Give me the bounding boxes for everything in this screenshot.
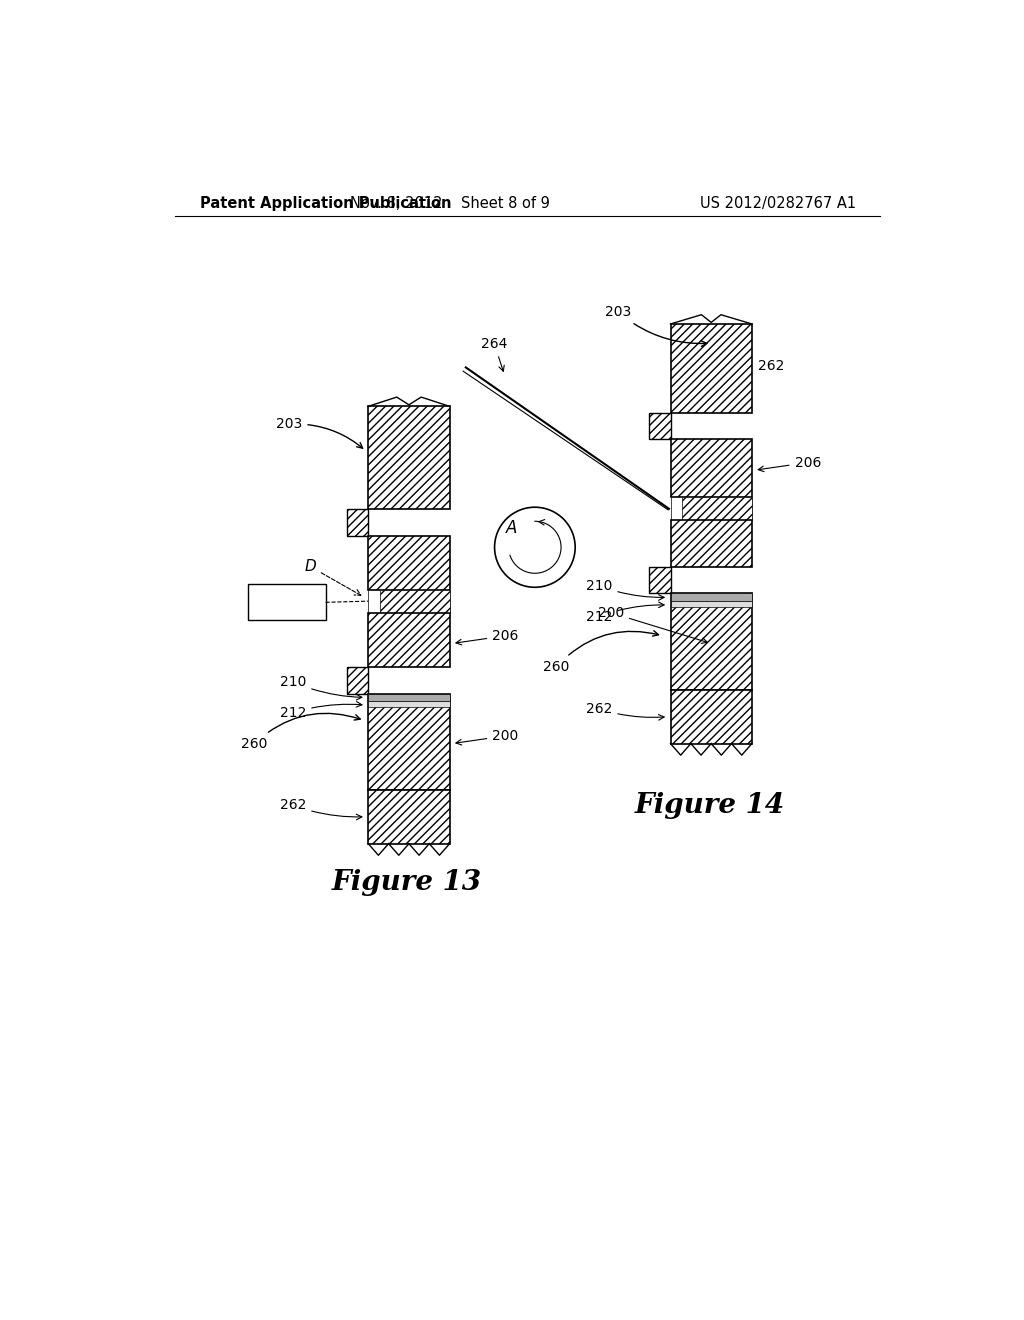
Text: 200: 200 — [598, 606, 708, 643]
Text: 203: 203 — [276, 417, 362, 449]
Text: 212: 212 — [586, 602, 665, 623]
Bar — [649, 566, 671, 594]
Bar — [369, 693, 450, 789]
Bar — [682, 498, 752, 520]
Text: D: D — [304, 558, 360, 595]
Text: Figure 13: Figure 13 — [332, 869, 482, 896]
Bar — [671, 498, 752, 520]
Bar — [380, 590, 450, 612]
Bar — [671, 440, 752, 498]
Text: Figure 14: Figure 14 — [634, 792, 784, 818]
Bar — [671, 323, 752, 412]
Bar — [369, 612, 450, 667]
Text: 260: 260 — [241, 713, 360, 751]
Bar — [671, 520, 752, 566]
Bar — [671, 601, 752, 607]
Text: 203: 203 — [605, 305, 707, 346]
Text: 210: 210 — [586, 578, 665, 601]
Bar — [369, 701, 450, 708]
Text: US 2012/0282767 A1: US 2012/0282767 A1 — [700, 195, 856, 211]
Text: 262: 262 — [280, 799, 361, 820]
Bar — [369, 590, 450, 612]
Text: Nov. 8, 2012    Sheet 8 of 9: Nov. 8, 2012 Sheet 8 of 9 — [349, 195, 550, 211]
Text: 262: 262 — [586, 702, 665, 721]
Text: 260: 260 — [544, 631, 658, 673]
Bar — [369, 693, 450, 701]
Text: 200: 200 — [456, 729, 518, 744]
Bar — [671, 594, 752, 689]
Bar — [369, 536, 450, 590]
Text: 206: 206 — [456, 628, 518, 645]
Text: 212: 212 — [280, 701, 361, 719]
Text: 264: 264 — [481, 338, 508, 371]
Bar — [369, 407, 450, 508]
Text: 262: 262 — [758, 359, 784, 374]
Bar — [346, 667, 369, 693]
Bar — [671, 594, 752, 601]
Bar — [369, 789, 450, 843]
Text: Patent Application Publication: Patent Application Publication — [200, 195, 452, 211]
Bar — [346, 508, 369, 536]
Text: A: A — [506, 519, 517, 537]
Text: 210: 210 — [280, 675, 361, 700]
Text: 206: 206 — [758, 455, 821, 471]
Bar — [248, 585, 326, 620]
Bar — [649, 412, 671, 440]
Bar — [671, 690, 752, 743]
